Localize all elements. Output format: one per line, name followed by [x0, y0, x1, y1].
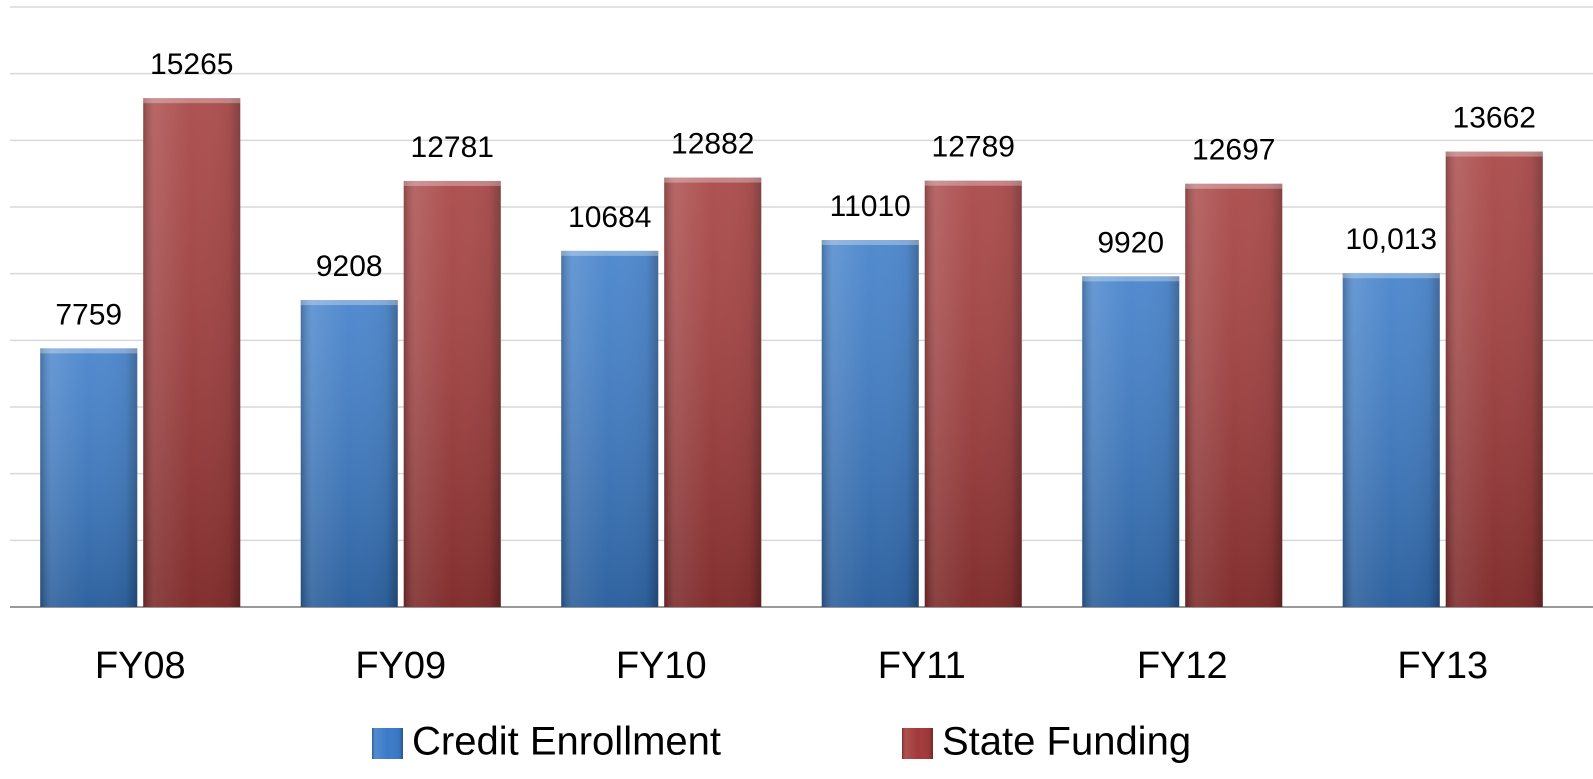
data-label: 10,013 [1345, 223, 1437, 256]
bar-cap [1082, 276, 1180, 282]
bar-shade [1445, 151, 1543, 607]
x-tick-label: FY13 [1397, 645, 1488, 687]
data-label: 10684 [568, 201, 651, 234]
data-label: 7759 [55, 298, 122, 331]
bar-shade [1082, 276, 1180, 607]
bar-shade [40, 348, 138, 607]
bar-cap [403, 180, 501, 186]
data-label: 9208 [316, 250, 383, 283]
bar-cap [143, 98, 241, 104]
bar-shade [1342, 273, 1440, 607]
bar-shade [664, 177, 762, 607]
bar-cap [300, 300, 398, 306]
x-tick-label: FY11 [878, 645, 966, 687]
bar-cap [664, 177, 762, 183]
legend-swatch-shade [902, 728, 933, 759]
data-label: 12781 [411, 131, 494, 164]
x-tick-label: FY10 [616, 645, 707, 687]
bar-cap [821, 240, 919, 245]
bar-cap [924, 180, 1022, 186]
bar-shade [1185, 183, 1283, 607]
data-label: 12789 [932, 131, 1015, 164]
bar-cap [561, 250, 659, 256]
legend-label: State Funding [942, 720, 1191, 764]
bar-shade [143, 98, 241, 608]
data-label: 12697 [1192, 134, 1275, 167]
legend-label: Credit Enrollment [412, 720, 721, 764]
bar-cap [1185, 183, 1283, 189]
data-label: 9920 [1097, 226, 1164, 259]
bar-cap [1342, 273, 1440, 279]
bar-shade [924, 180, 1022, 607]
bar-cap [1445, 151, 1543, 157]
data-label: 15265 [150, 48, 233, 81]
x-tick-label: FY12 [1137, 645, 1228, 687]
legend-swatch-shade [372, 728, 403, 759]
x-tick-label: FY09 [355, 645, 446, 687]
bar-shade [561, 250, 659, 607]
bar-shade [403, 180, 501, 607]
bar-cap [40, 348, 138, 354]
bar-shade [821, 240, 919, 607]
bar-shade [300, 300, 398, 607]
data-label: 11010 [830, 190, 911, 223]
x-tick-label: FY08 [95, 645, 186, 687]
data-label: 13662 [1453, 102, 1536, 135]
data-label: 12882 [671, 128, 754, 161]
